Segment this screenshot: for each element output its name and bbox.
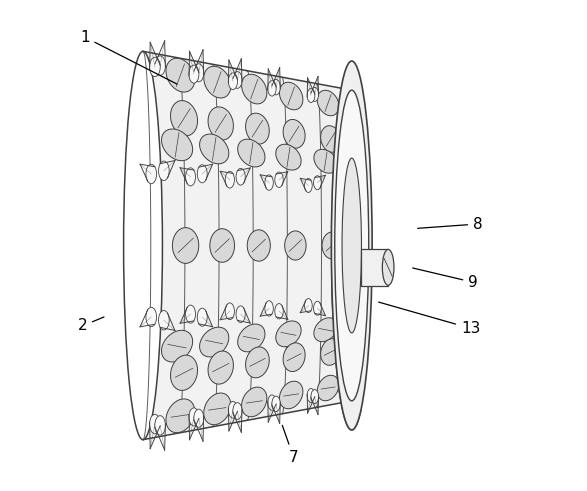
Bar [362,249,388,286]
Ellipse shape [233,72,242,88]
Ellipse shape [170,355,198,390]
Ellipse shape [194,409,204,427]
Ellipse shape [208,107,234,140]
Ellipse shape [233,403,242,419]
Ellipse shape [247,230,271,261]
Ellipse shape [275,172,284,188]
Text: 13: 13 [379,302,480,336]
Ellipse shape [197,308,207,326]
Ellipse shape [146,164,157,184]
Ellipse shape [317,90,339,116]
Ellipse shape [166,399,195,433]
Ellipse shape [242,387,267,417]
Ellipse shape [173,228,199,263]
Ellipse shape [228,73,238,89]
Ellipse shape [311,390,319,404]
Ellipse shape [155,56,166,75]
Ellipse shape [150,414,160,434]
Ellipse shape [265,175,274,191]
Ellipse shape [197,165,207,183]
Ellipse shape [225,171,234,188]
Ellipse shape [242,74,267,104]
Ellipse shape [189,408,199,426]
Ellipse shape [200,327,229,357]
Ellipse shape [352,179,359,192]
Ellipse shape [275,303,284,319]
Ellipse shape [170,101,198,136]
Ellipse shape [285,231,306,260]
Ellipse shape [382,249,394,285]
Ellipse shape [238,139,265,167]
Ellipse shape [194,64,204,82]
Ellipse shape [185,305,195,323]
Ellipse shape [344,297,351,309]
Ellipse shape [307,88,315,103]
Ellipse shape [305,299,312,313]
Ellipse shape [311,87,319,101]
Text: 9: 9 [413,268,478,290]
Ellipse shape [208,351,234,384]
Ellipse shape [322,232,342,259]
Ellipse shape [314,149,338,173]
Ellipse shape [238,324,265,352]
Ellipse shape [236,306,245,323]
Ellipse shape [332,61,372,430]
Ellipse shape [317,375,339,401]
Text: 1: 1 [80,29,177,84]
Ellipse shape [313,301,321,315]
Ellipse shape [305,178,312,192]
Ellipse shape [276,144,301,170]
Ellipse shape [146,307,157,327]
Ellipse shape [350,383,357,396]
Ellipse shape [335,90,369,401]
Ellipse shape [346,382,353,395]
Ellipse shape [236,168,245,185]
Ellipse shape [276,321,301,347]
Ellipse shape [342,158,362,333]
Ellipse shape [268,81,276,96]
Ellipse shape [204,393,231,425]
Ellipse shape [314,318,338,342]
Ellipse shape [307,388,315,403]
Ellipse shape [352,299,359,312]
Ellipse shape [204,66,231,98]
Ellipse shape [265,300,274,316]
Ellipse shape [245,347,269,378]
Ellipse shape [272,80,281,95]
Polygon shape [143,52,363,439]
Ellipse shape [283,119,305,148]
Ellipse shape [166,58,195,92]
Ellipse shape [313,176,321,190]
Ellipse shape [321,126,341,152]
Ellipse shape [158,161,169,181]
Text: 2: 2 [77,317,104,333]
Ellipse shape [321,339,341,365]
Text: 8: 8 [417,217,483,232]
Ellipse shape [283,343,305,372]
Ellipse shape [161,129,193,161]
Ellipse shape [158,310,169,330]
Ellipse shape [189,65,199,83]
Ellipse shape [272,396,281,411]
Ellipse shape [346,96,353,109]
Ellipse shape [344,182,351,194]
Ellipse shape [279,82,303,110]
Ellipse shape [161,330,193,362]
Ellipse shape [245,113,269,144]
Ellipse shape [228,402,238,418]
Ellipse shape [200,134,229,164]
Text: 7: 7 [282,425,298,464]
Ellipse shape [350,95,357,108]
Ellipse shape [225,303,234,320]
Ellipse shape [279,381,303,409]
Ellipse shape [150,57,160,77]
Ellipse shape [268,395,276,410]
Ellipse shape [185,168,195,186]
Ellipse shape [210,229,235,262]
Ellipse shape [155,416,166,435]
